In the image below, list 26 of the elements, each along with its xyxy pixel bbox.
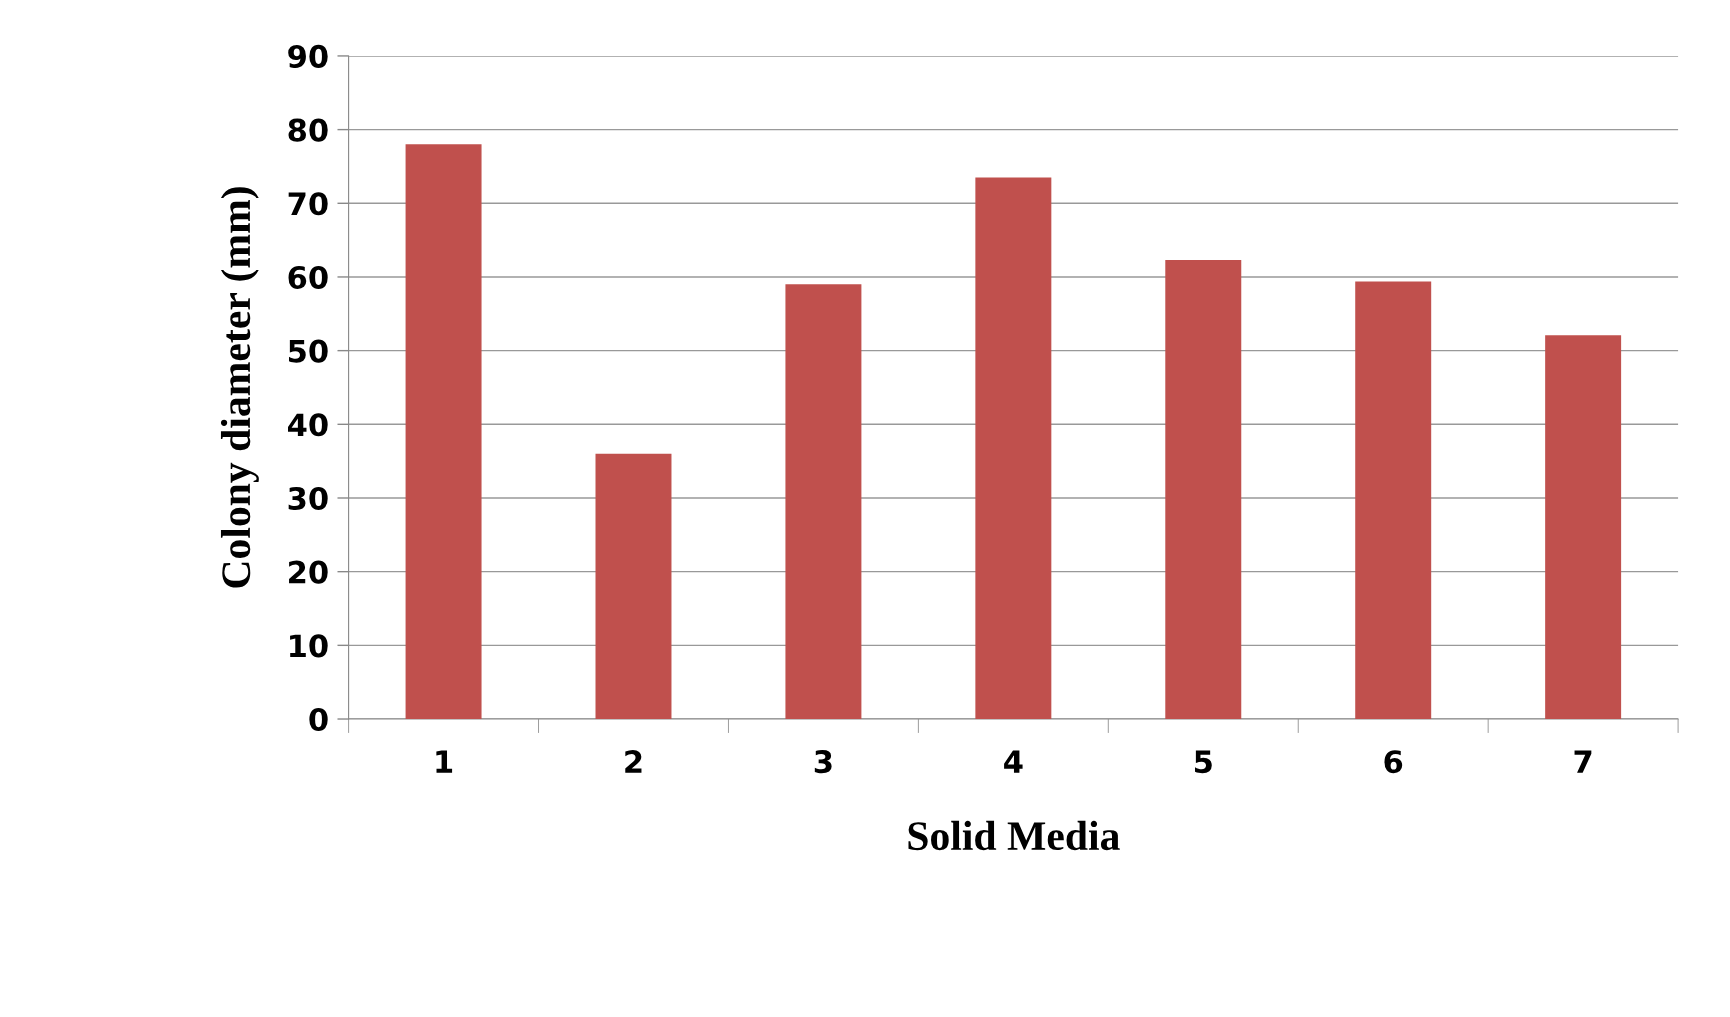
bar	[1165, 260, 1242, 720]
y-tick-label: 40	[288, 413, 328, 437]
y-tick-label: 60	[288, 265, 328, 290]
x-axis-title: Solid Media	[908, 820, 1120, 851]
x-tick-label: 6	[1384, 750, 1403, 774]
x-tick-label: 5	[1195, 750, 1212, 774]
bar	[595, 453, 672, 720]
y-tick-label: 50	[288, 339, 328, 363]
x-tick-label: 7	[1574, 750, 1592, 773]
y-tick-label: 80	[288, 118, 328, 142]
x-tick-label: 1	[436, 750, 453, 773]
bar	[1545, 335, 1622, 720]
y-tick-label: 10	[290, 634, 328, 658]
bar	[785, 284, 862, 720]
y-tick-label: 70	[288, 192, 328, 216]
y-axis-title: Colony diameter (mm)	[220, 187, 259, 588]
x-tick-label: 3	[814, 750, 832, 774]
y-tick-label: 0	[309, 707, 328, 732]
y-tick-label: 30	[288, 486, 328, 511]
y-tick-label: 20	[289, 560, 328, 584]
y-tick-label: 90	[288, 44, 328, 68]
bar	[1355, 281, 1432, 720]
x-tick-label: 4	[1004, 750, 1023, 773]
bar	[405, 144, 482, 720]
bar	[975, 177, 1052, 720]
x-tick-label: 2	[625, 750, 642, 773]
